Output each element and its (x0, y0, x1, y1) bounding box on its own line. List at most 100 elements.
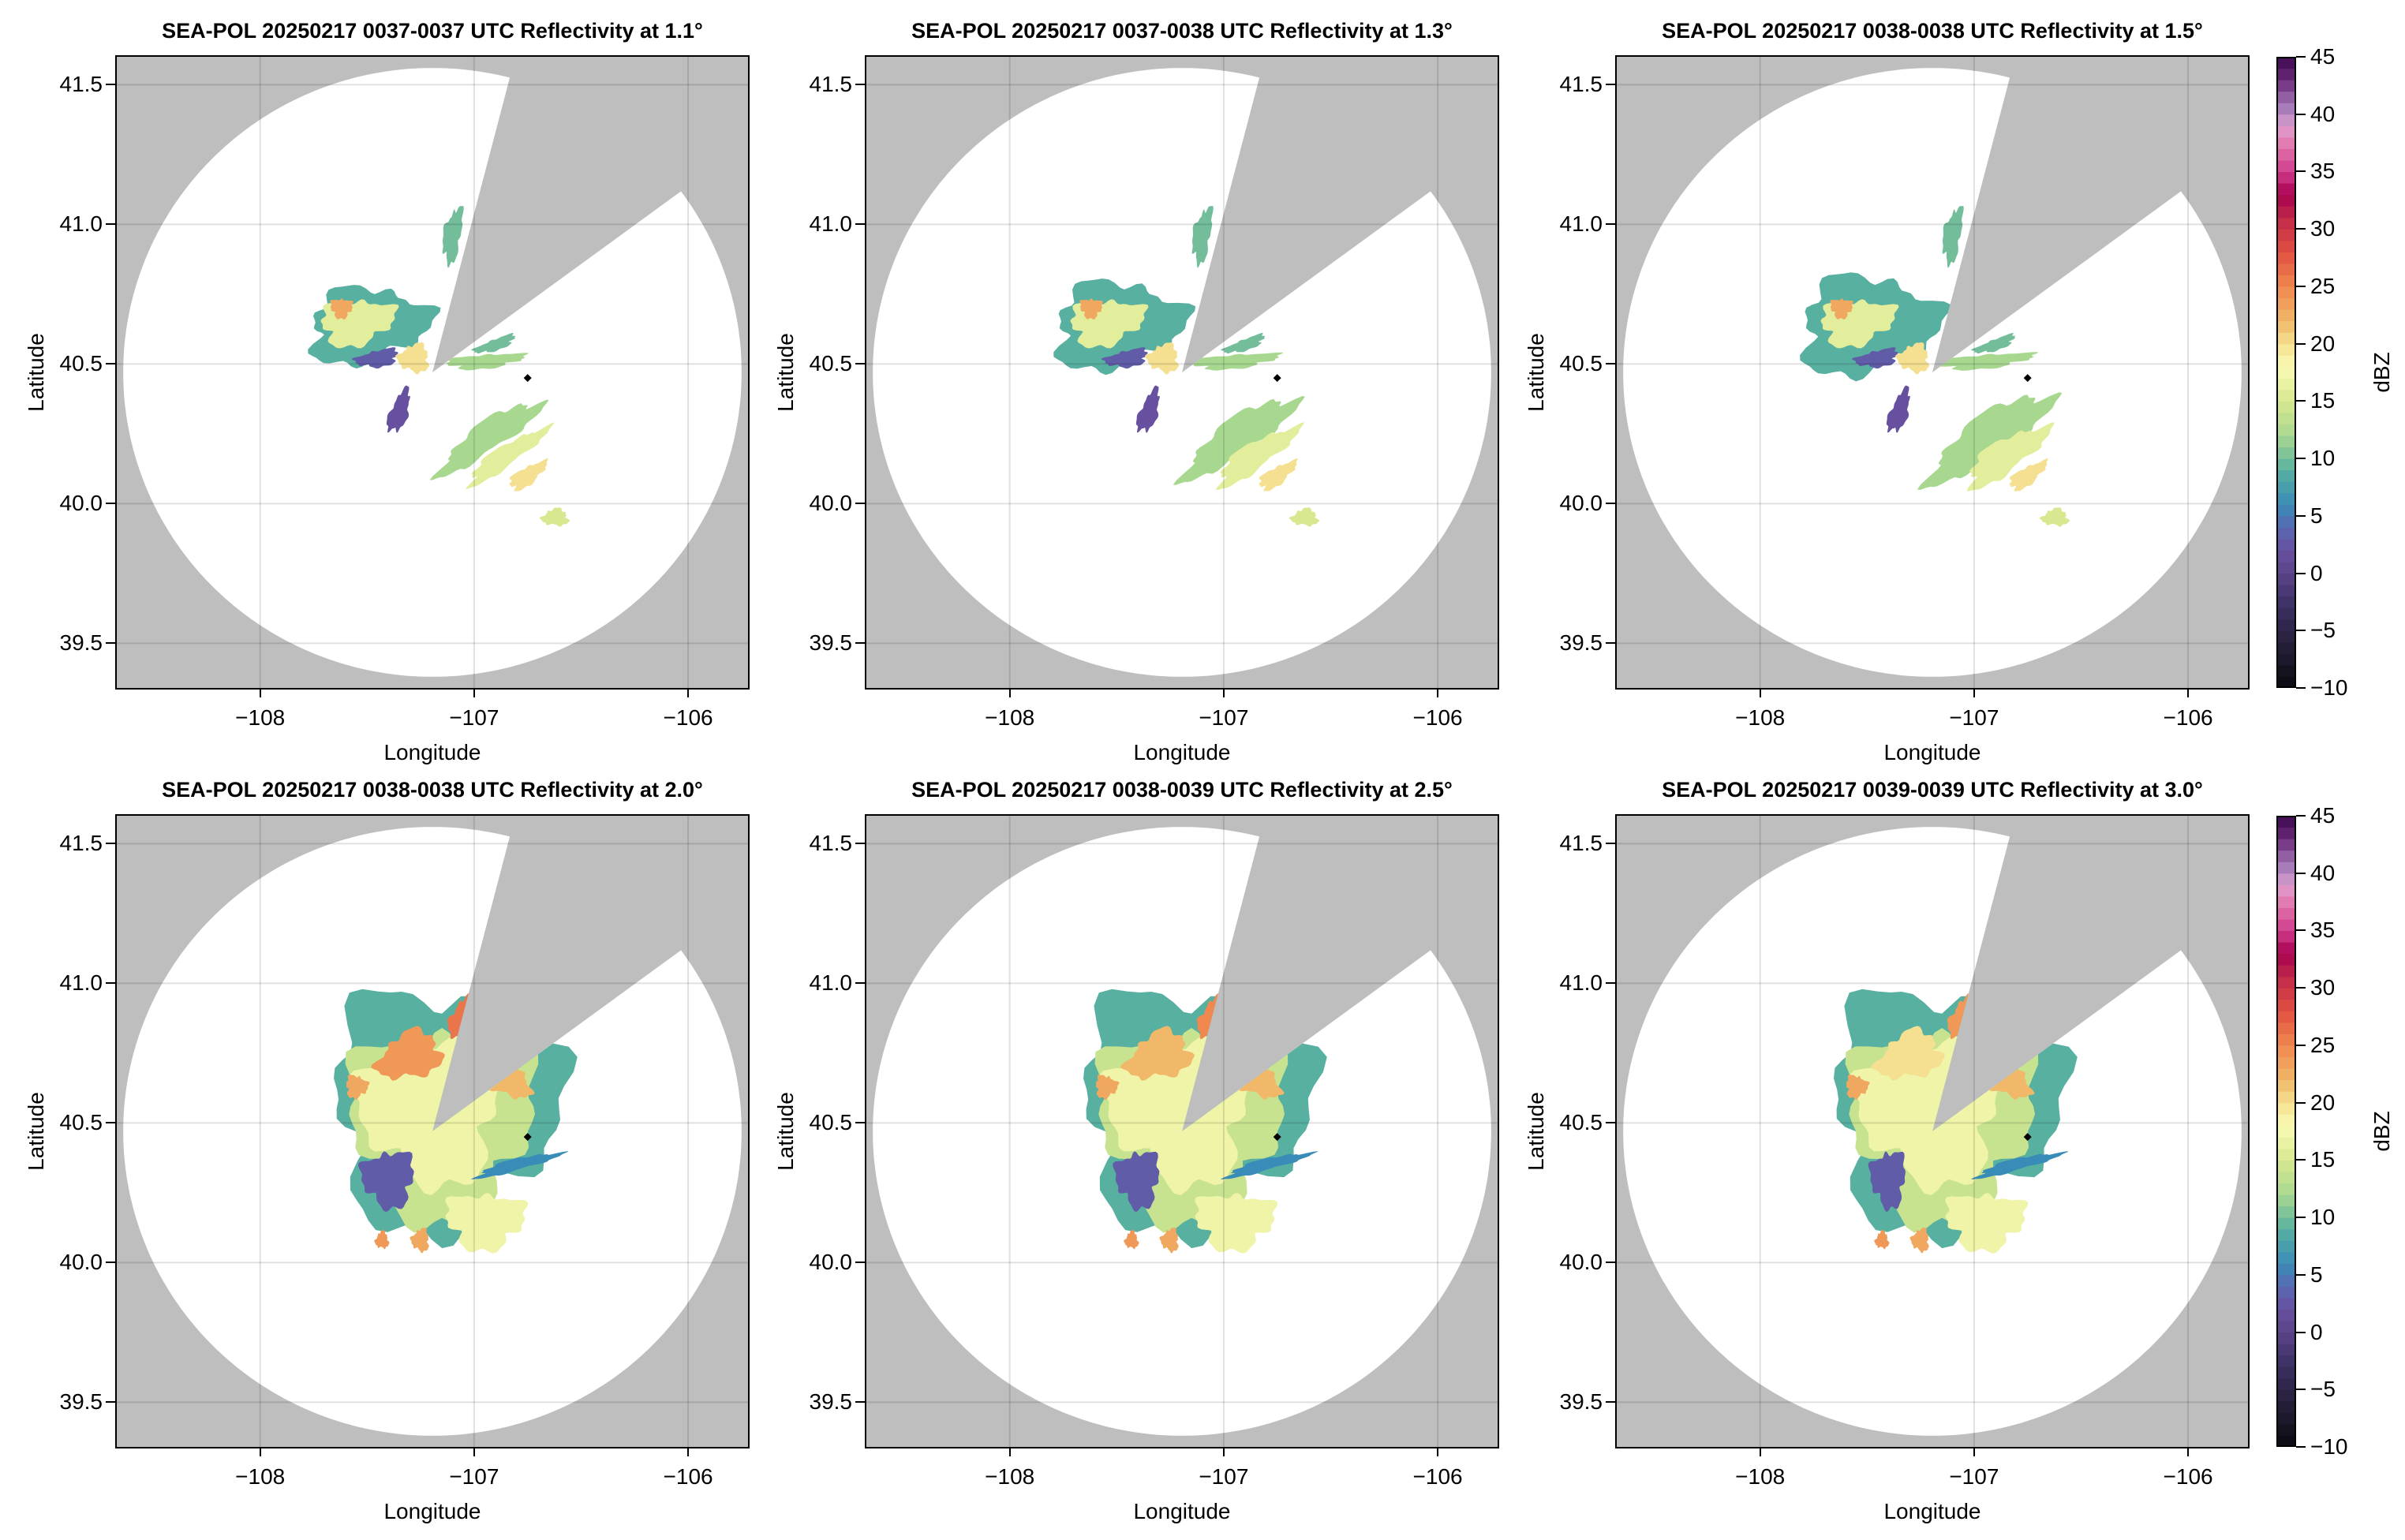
colorbar-bin (2276, 401, 2296, 413)
colorbar-bin (2276, 389, 2296, 402)
reflectivity-echo (371, 1026, 445, 1081)
colorbar-bin (2276, 653, 2296, 666)
radar-map (1617, 816, 2248, 1447)
x-tick (1008, 688, 1011, 697)
reflectivity-echo (1145, 342, 1179, 375)
colorbar-bin (2276, 596, 2296, 608)
colorbar-bottom: dBZ −10 −5 0 5 10 15 20 25 30 35 40 45 (2276, 803, 2394, 1459)
reflectivity-echo (1191, 206, 1214, 268)
reflectivity-echo (466, 422, 555, 490)
reflectivity-echo (446, 353, 529, 371)
reflectivity-echo (358, 1151, 414, 1213)
y-tick-label: 39.5 (809, 1389, 853, 1415)
x-tick (1437, 1447, 1439, 1456)
panel-title: SEA-POL 20250217 0038-0038 UTC Reflectiv… (1662, 19, 2203, 43)
x-tick (473, 1447, 475, 1456)
reflectivity-echo (1124, 1230, 1139, 1250)
reflectivity-echo (330, 298, 353, 320)
panel-elev-2-0: SEA-POL 20250217 0038-0038 UTC Reflectiv… (24, 778, 750, 1523)
y-tick-label: 40.0 (1559, 1250, 1603, 1275)
reflectivity-echo (470, 333, 516, 354)
colorbar-bin (2276, 447, 2296, 459)
reflectivity-echo (1221, 1151, 1318, 1179)
reflectivity-echo (1101, 347, 1148, 369)
colorbar-bin (2276, 1137, 2296, 1149)
reflectivity-echo (1173, 395, 1305, 485)
panel-elev-1-3: SEA-POL 20250217 0037-0038 UTC Reflectiv… (773, 19, 1499, 764)
colorbar-bin (2276, 1091, 2296, 1104)
colorbar-bin (2276, 538, 2296, 551)
colorbar-tick (2296, 400, 2306, 402)
colorbar-bin (2276, 1034, 2296, 1046)
reflectivity-echo (429, 399, 549, 480)
reflectivity-echo (1868, 1151, 1906, 1213)
colorbar-bin (2276, 343, 2296, 356)
y-tick-label: 41.0 (809, 211, 853, 237)
reflectivity-echo (1909, 1228, 1929, 1254)
x-tick (1973, 688, 1975, 697)
colorbar-tick-label: 20 (2310, 1090, 2336, 1115)
radar-map (117, 816, 748, 1447)
reflectivity-field (1053, 206, 1320, 527)
y-tick (1606, 1262, 1615, 1264)
x-tick-label: −107 (1199, 705, 1249, 730)
reflectivity-echo (471, 1151, 568, 1179)
x-tick (2187, 688, 2190, 697)
colorbar-bin (2276, 585, 2296, 597)
plot-area (115, 55, 750, 690)
colorbar-bin (2276, 355, 2296, 368)
reflectivity-echo (1079, 298, 1103, 320)
colorbar-bin (2276, 1389, 2296, 1402)
colorbar-bin (2276, 1148, 2296, 1161)
x-tick (1437, 688, 1439, 697)
colorbar-tick (2296, 1159, 2306, 1161)
colorbar-tick (2296, 572, 2306, 574)
colorbar-bin (2276, 976, 2296, 989)
x-tick (1222, 1447, 1225, 1456)
x-axis-label: Longitude (1883, 1499, 1981, 1523)
colorbar-tick-label: 0 (2310, 560, 2323, 585)
x-tick-label: −108 (985, 705, 1035, 730)
reflectivity-echo (442, 206, 464, 268)
y-tick-label: 39.5 (1559, 1389, 1603, 1415)
y-tick (1606, 1122, 1615, 1124)
y-tick (855, 503, 865, 505)
colorbar-bin (2276, 366, 2296, 379)
reflectivity-echo (1917, 392, 2063, 490)
panel-elev-2-5: SEA-POL 20250217 0038-0039 UTC Reflectiv… (773, 778, 1499, 1523)
radar-map (866, 57, 1498, 688)
y-tick-label: 41.0 (1559, 970, 1603, 996)
colorbar-tick-label: 25 (2310, 273, 2336, 298)
x-tick-label: −107 (449, 705, 499, 730)
reflectivity-echo (1191, 352, 1283, 371)
reflectivity-echo (1830, 298, 1853, 320)
x-tick-label: −106 (663, 1464, 713, 1489)
colorbar-tick-label: −5 (2310, 618, 2336, 643)
x-tick-label: −107 (1949, 705, 1999, 730)
y-tick (1606, 843, 1615, 845)
y-tick-label: 39.5 (59, 1389, 103, 1415)
reflectivity-echo (2039, 507, 2070, 527)
plot-area (115, 814, 750, 1448)
x-tick-label: −106 (1412, 1464, 1463, 1489)
y-tick-label: 41.0 (59, 211, 103, 237)
reflectivity-echo (1216, 422, 1304, 491)
colorbar-bin (2276, 1240, 2296, 1253)
colorbar-bin (2276, 1183, 2296, 1195)
y-tick-label: 41.5 (809, 72, 853, 97)
y-tick (106, 223, 115, 226)
reflectivity-echo (1846, 1075, 1870, 1100)
y-tick-label: 40.0 (59, 1250, 103, 1275)
colorbar-bin (2276, 562, 2296, 574)
colorbar-bin (2276, 1366, 2296, 1379)
colorbar-bin (2276, 873, 2296, 885)
y-tick-label: 40.0 (59, 491, 103, 516)
colorbar-bin (2276, 1321, 2296, 1333)
panel-elev-1-1: SEA-POL 20250217 0037-0037 UTC Reflectiv… (24, 19, 750, 764)
y-tick (855, 223, 865, 226)
x-tick (1759, 688, 1761, 697)
colorbar-tick (2296, 1331, 2306, 1333)
colorbar-tick-label: 15 (2310, 388, 2336, 413)
colorbar-bin (2276, 573, 2296, 585)
reflectivity-echo (1967, 422, 2055, 492)
